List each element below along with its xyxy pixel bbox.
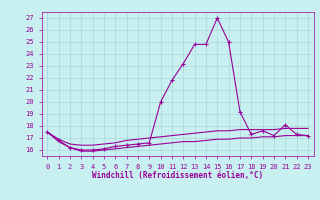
X-axis label: Windchill (Refroidissement éolien,°C): Windchill (Refroidissement éolien,°C) xyxy=(92,171,263,180)
